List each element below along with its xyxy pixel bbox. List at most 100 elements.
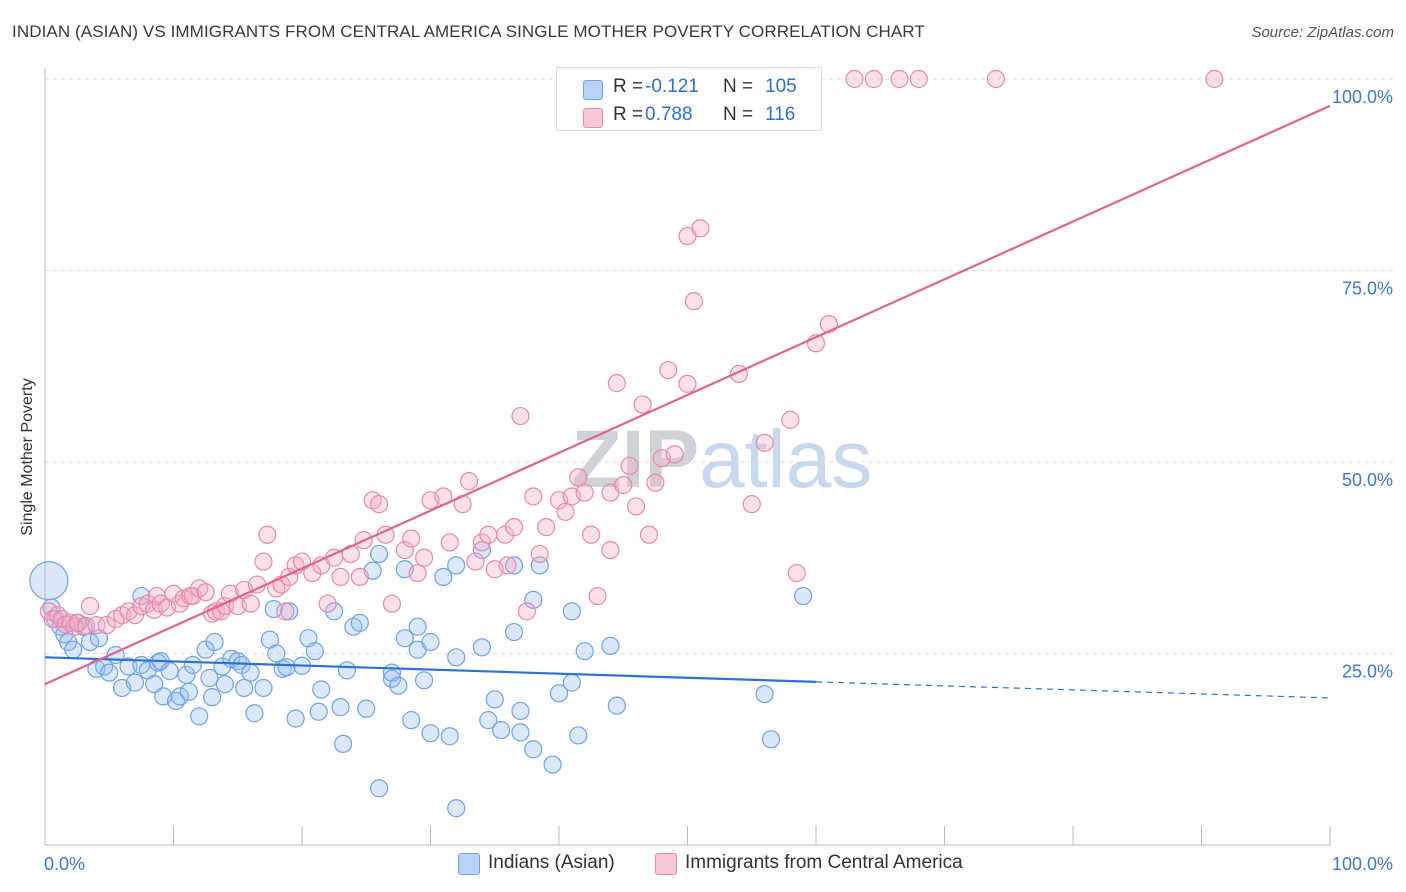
point-central-america [781, 410, 800, 429]
point-central-america [575, 483, 594, 502]
point-indians [408, 617, 427, 636]
point-central-america [909, 69, 928, 89]
point-central-america [530, 544, 549, 564]
point-indians [309, 702, 328, 721]
point-indians [200, 668, 219, 688]
point-indians [794, 586, 813, 606]
y-tick-label: 75.0% [1342, 279, 1393, 299]
legend-n-value-indians: 105 [765, 76, 797, 97]
point-central-america [479, 525, 498, 544]
point-central-america [755, 433, 774, 452]
legend-n-label: N = [723, 104, 754, 125]
point-central-america [350, 567, 369, 587]
bottom-legend-swatch-central-america [655, 853, 677, 875]
point-indians [277, 658, 296, 677]
point-indians [504, 622, 524, 642]
point-central-america [569, 468, 588, 487]
legend-r-value-central-america: 0.788 [645, 104, 693, 125]
point-central-america [318, 594, 337, 613]
point-central-america [639, 525, 659, 544]
point-indians [286, 709, 305, 728]
point-indians [264, 599, 283, 619]
point-central-america [511, 406, 530, 426]
legend-n-label: N = [723, 76, 754, 97]
point-central-america [787, 563, 806, 583]
point-indians [543, 755, 562, 774]
point-indians [280, 602, 299, 621]
point-central-america [626, 497, 646, 516]
correlation-legend: R = -0.121 N = 105 R = 0.788 N = 116 [556, 67, 822, 131]
point-indians [357, 699, 376, 718]
point-central-america [414, 548, 434, 567]
point-central-america [845, 69, 864, 89]
legend-swatch-central-america [583, 108, 603, 128]
chart-title: INDIAN (ASIAN) VS IMMIGRANTS FROM CENTRA… [12, 22, 925, 41]
point-central-america [633, 395, 652, 414]
point-indians [607, 696, 626, 715]
point-central-america [125, 606, 145, 625]
point-central-america [890, 69, 909, 89]
point-indians [350, 613, 369, 632]
point-indians [569, 726, 588, 745]
point-indians [472, 638, 491, 657]
point-central-america [87, 616, 106, 635]
point-central-america [1205, 69, 1224, 89]
point-indians [100, 663, 119, 682]
point-indians [447, 799, 466, 818]
x-tick-label-min: 0.0% [44, 854, 85, 874]
bottom-legend-label-central-america: Immigrants from Central America [685, 852, 963, 873]
point-central-america [601, 540, 620, 560]
point-indians [414, 671, 434, 690]
y-tick-label: 25.0% [1342, 662, 1393, 682]
point-indians [421, 632, 440, 652]
point-central-america [498, 556, 517, 575]
legend-swatch-indians [583, 80, 603, 100]
bottom-legend-label-indians: Indians (Asian) [488, 852, 615, 873]
point-indians [145, 675, 164, 694]
point-central-america [659, 360, 678, 380]
point-central-america [258, 525, 277, 544]
point-central-america [331, 567, 350, 587]
point-central-america [402, 529, 421, 548]
point-central-america [691, 219, 710, 238]
point-indians [761, 730, 781, 749]
point-indians [202, 688, 222, 707]
point-central-america [646, 473, 665, 492]
point-central-america [77, 616, 96, 636]
axes [44, 68, 1331, 846]
point-indians [479, 711, 498, 730]
legend-n-value-central-america: 116 [765, 104, 796, 125]
point-central-america [241, 594, 260, 613]
point-central-america [819, 315, 838, 334]
legend-r-value-indians: -0.121 [645, 76, 699, 97]
point-indians [29, 561, 69, 601]
point-indians [562, 602, 581, 621]
data-points [29, 69, 1224, 818]
point-indians [337, 661, 357, 680]
point-central-america [665, 445, 684, 464]
point-indians [472, 540, 491, 560]
point-indians [215, 675, 234, 694]
point-indians [575, 642, 594, 661]
point-indians [485, 690, 504, 709]
trend-line-indians [44, 656, 817, 683]
point-indians [421, 724, 440, 743]
legend-r-label: R = [613, 76, 644, 97]
point-central-america [440, 533, 459, 552]
point-indians [170, 687, 190, 706]
point-central-america [864, 69, 883, 89]
point-central-america [537, 518, 556, 537]
point-indians [440, 727, 459, 746]
point-central-america [504, 518, 524, 537]
gridlines [45, 78, 1395, 654]
point-central-america [517, 602, 536, 621]
point-indians [254, 678, 273, 698]
point-indians [524, 740, 543, 759]
point-indians [562, 673, 581, 692]
source-credit: Source: ZipAtlas.com [1251, 24, 1394, 41]
point-indians [305, 642, 324, 661]
point-indians [402, 711, 421, 730]
point-indians [511, 701, 530, 721]
point-indians [190, 707, 209, 726]
